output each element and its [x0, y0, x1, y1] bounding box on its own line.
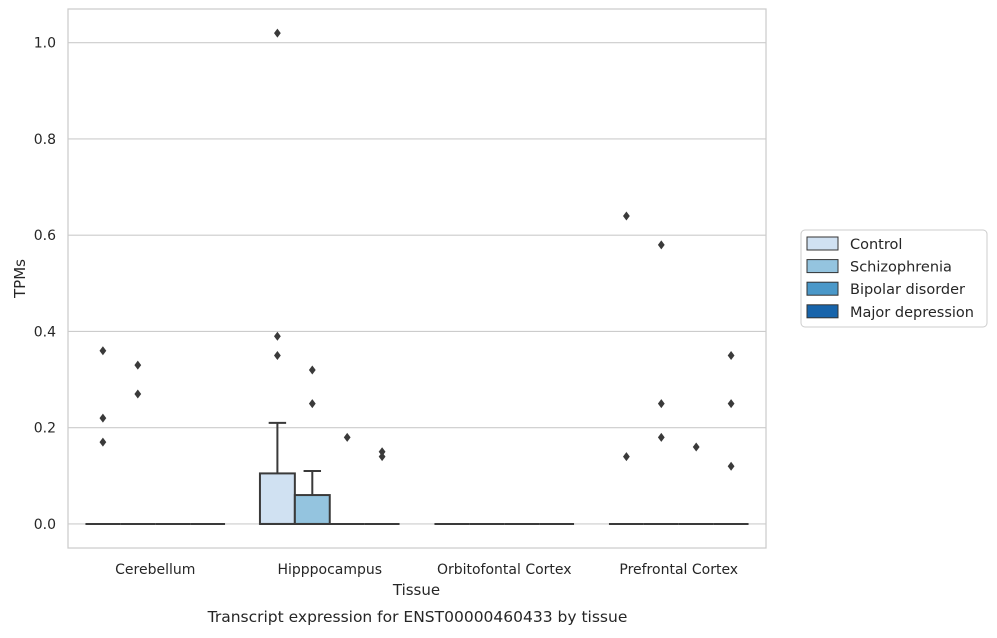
plot-frame	[67, 8, 767, 549]
legend-label: Major depression	[850, 305, 974, 321]
legend-swatch	[806, 304, 839, 319]
y-tick-label: 1.0	[34, 36, 56, 52]
outlier-point	[378, 452, 386, 462]
legend-item: Major depression	[806, 304, 974, 321]
box-1-1	[293, 365, 331, 525]
outlier-point	[692, 442, 700, 452]
legend-swatch	[806, 236, 839, 251]
outlier-point	[378, 447, 386, 457]
box-3-1	[643, 240, 679, 525]
box-groups	[85, 28, 749, 525]
outlier-point	[274, 351, 281, 360]
legend-swatch	[806, 259, 839, 274]
outlier-point	[727, 461, 735, 471]
box-3-0	[608, 211, 644, 525]
box-group-3	[608, 211, 749, 525]
outlier-point	[623, 211, 630, 221]
legend-item: Control	[806, 236, 902, 253]
chart-caption: Transcript expression for ENST0000046043…	[207, 608, 628, 626]
outlier-point	[99, 413, 107, 423]
x-tick-labels: Cerebellum Hipppocampus Orbitofontal Corte…	[115, 562, 738, 578]
box-1-3	[364, 447, 400, 525]
outlier-point	[99, 346, 107, 356]
y-tick-label: 0.2	[34, 421, 56, 437]
outlier-point	[657, 432, 665, 442]
outlier-point	[308, 365, 316, 375]
outlier-point	[99, 437, 107, 447]
legend-label: Control	[850, 237, 902, 253]
x-tick-label: Prefrontal Cortex	[619, 562, 738, 578]
box-iqr	[293, 494, 331, 525]
legend-swatch	[806, 281, 839, 296]
box-group-0	[85, 346, 226, 525]
y-tick-label: 0.8	[34, 132, 56, 148]
box-group-1	[258, 28, 400, 525]
legend: Control Schizophrenia Bipolar disorder Majo…	[800, 229, 988, 328]
legend-item: Bipolar disorder	[806, 281, 965, 298]
x-tick-label: Hipppocampus	[277, 562, 382, 578]
x-axis-label: Tissue	[392, 581, 440, 599]
outlier-point	[623, 452, 630, 462]
outlier-point	[343, 432, 351, 442]
legend-label: Schizophrenia	[850, 260, 952, 276]
outlier-point	[274, 331, 281, 341]
y-tick-labels: 0.0 0.2 0.4 0.6 0.8 1.0	[34, 36, 56, 533]
box-0-1	[120, 360, 156, 525]
x-tick-label: Orbitofontal Cortex	[437, 562, 572, 578]
outlier-point	[727, 351, 735, 360]
y-tick-label: 0.4	[34, 324, 56, 340]
box-iqr	[258, 472, 296, 525]
outlier-point	[134, 360, 142, 370]
outlier-point	[134, 389, 142, 399]
outlier-point	[308, 399, 316, 409]
legend-item: Schizophrenia	[806, 259, 952, 276]
outlier-point	[657, 399, 665, 409]
outlier-point	[657, 240, 665, 250]
legend-box	[800, 229, 988, 328]
y-tick-label: 0.0	[34, 517, 56, 533]
legend-label: Bipolar disorder	[850, 282, 965, 298]
x-tick-label: Cerebellum	[115, 562, 195, 578]
y-axis-label: TPMs	[11, 259, 29, 299]
y-tick-label: 0.6	[34, 228, 56, 244]
box-3-3	[713, 351, 749, 525]
box-0-0	[85, 346, 121, 525]
box-1-2	[329, 432, 365, 525]
outlier-point	[274, 28, 281, 38]
box-1-0	[258, 28, 296, 525]
outlier-point	[727, 399, 735, 409]
box-3-2	[678, 442, 714, 525]
